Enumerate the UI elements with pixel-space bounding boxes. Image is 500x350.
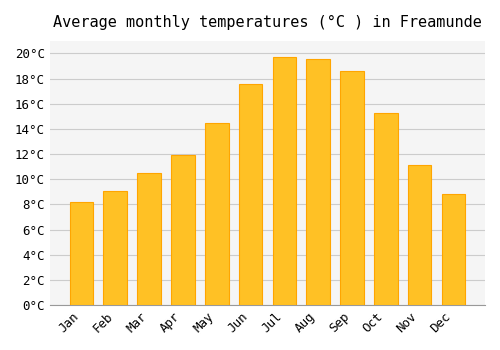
Bar — [238, 84, 262, 305]
Bar — [374, 113, 398, 305]
Title: Average monthly temperatures (°C ) in Freamunde: Average monthly temperatures (°C ) in Fr… — [53, 15, 482, 30]
Bar — [171, 155, 194, 305]
Bar — [205, 122, 229, 305]
Bar — [104, 191, 127, 305]
Bar — [442, 194, 465, 305]
Bar — [408, 166, 432, 305]
Bar — [306, 58, 330, 305]
Bar — [272, 57, 296, 305]
Bar — [138, 173, 161, 305]
Bar — [340, 71, 364, 305]
Bar — [70, 202, 94, 305]
